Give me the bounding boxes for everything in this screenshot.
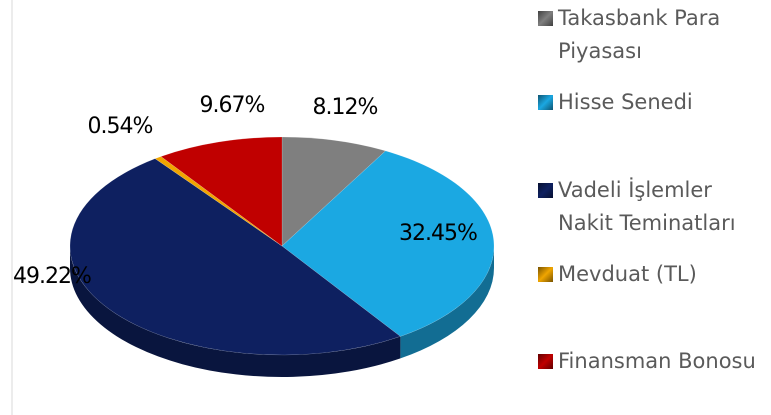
slice-side	[400, 246, 494, 359]
legend-label: Mevduat (TL)	[558, 262, 697, 286]
legend-item: Hisse Senedi	[538, 86, 771, 119]
pie-area: 8.12% 32.45% 49.22% 0.54% 9.67%	[11, 0, 495, 415]
legend-swatch	[538, 267, 553, 282]
slice	[281, 136, 387, 247]
legend-item: Finansman Bonosu	[538, 345, 771, 378]
data-label: 0.54%	[88, 114, 153, 139]
legend-swatch	[538, 11, 553, 26]
legend-swatch	[538, 95, 553, 110]
legend-swatch	[538, 183, 553, 198]
legend-label: Hisse Senedi	[558, 90, 693, 114]
slice-side	[70, 246, 401, 377]
slice	[69, 158, 401, 356]
legend-label: Takasbank Para Piyasası	[558, 6, 721, 63]
data-label: 9.67%	[200, 93, 265, 118]
legend-label: Finansman Bonosu	[558, 349, 756, 373]
slice	[160, 136, 283, 247]
legend-swatch	[538, 354, 553, 369]
slice	[281, 150, 495, 337]
legend-item: Takasbank Para Piyasası	[538, 2, 771, 68]
legend-label: Vadeli İşlemler Nakit Teminatları	[558, 178, 736, 235]
data-label: 32.45%	[399, 221, 477, 246]
legend-item: Mevduat (TL)	[538, 258, 771, 291]
legend-item: Vadeli İşlemler Nakit Teminatları	[538, 174, 771, 240]
slice	[154, 156, 283, 247]
data-label: 8.12%	[313, 95, 378, 120]
data-label: 49.22%	[13, 264, 91, 289]
